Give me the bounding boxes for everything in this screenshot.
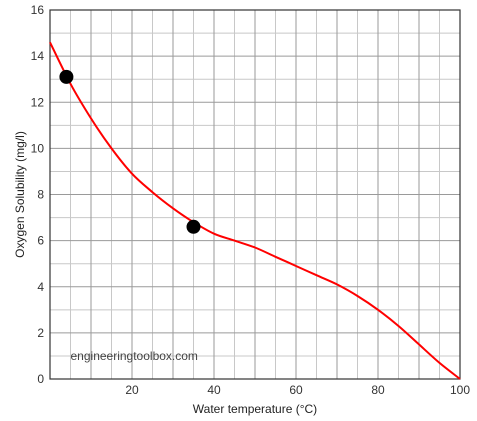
y-axis-title: Oxygen Solubility (mg/l): [13, 131, 27, 258]
y-tick-label: 4: [37, 280, 44, 294]
y-tick-label: 14: [31, 49, 45, 63]
highlighted-points: [59, 69, 201, 234]
y-tick-label: 12: [31, 95, 45, 109]
x-tick-label: 100: [450, 383, 470, 397]
x-tick-label: 60: [289, 383, 303, 397]
y-tick-label: 0: [37, 372, 44, 386]
x-tick-label: 80: [371, 383, 385, 397]
y-tick-label: 16: [31, 3, 45, 17]
series-line: [49, 41, 461, 380]
data-point-marker: [186, 219, 201, 234]
y-tick-label: 6: [37, 234, 44, 248]
series-layer: [49, 41, 461, 380]
y-tick-label: 2: [37, 326, 44, 340]
x-axis-ticks: 20 40 60 80 100: [125, 383, 470, 397]
x-tick-label: 20: [125, 383, 139, 397]
plot-area-frame: [49, 9, 461, 380]
watermark-text: engineeringtoolbox.com: [71, 349, 198, 363]
x-axis-title: Water temperature (°C): [193, 402, 317, 416]
data-point-marker: [59, 69, 74, 84]
major-gridlines: [50, 10, 460, 379]
y-tick-label: 10: [31, 141, 45, 155]
y-tick-label: 8: [37, 188, 44, 202]
x-tick-label: 40: [207, 383, 221, 397]
y-axis-ticks: 0 2 4 6 8 10 12 14 16: [31, 3, 45, 386]
